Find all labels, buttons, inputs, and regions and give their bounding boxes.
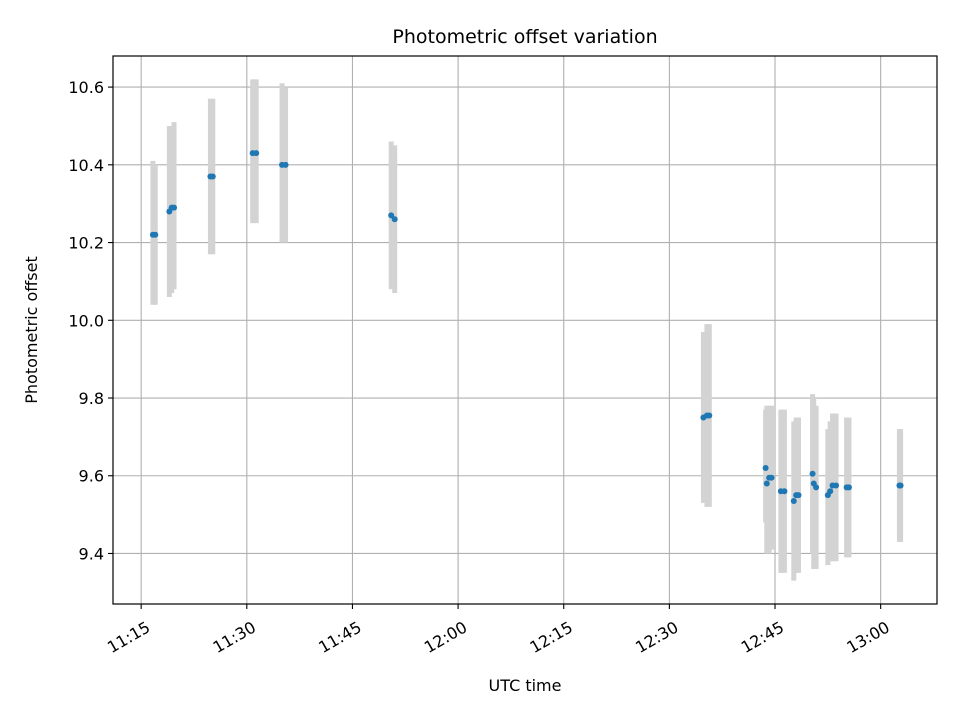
data-point xyxy=(790,498,797,505)
data-point xyxy=(391,216,398,223)
y-tick-label: 9.4 xyxy=(79,544,104,563)
data-point xyxy=(152,231,159,238)
y-tick-label: 10.2 xyxy=(68,234,104,253)
y-axis-label: Photometric offset xyxy=(22,256,41,404)
y-tick-label: 10.4 xyxy=(68,156,104,175)
data-point xyxy=(827,488,834,495)
y-tick-label: 10.6 xyxy=(68,78,104,97)
plot-frame xyxy=(112,55,938,605)
data-point xyxy=(795,492,802,499)
data-point xyxy=(781,488,788,495)
data-point xyxy=(171,204,178,211)
y-tick-label: 10.0 xyxy=(68,311,104,330)
chart-title: Photometric offset variation xyxy=(392,26,657,48)
data-point xyxy=(768,474,775,481)
data-points xyxy=(149,150,904,505)
x-axis-label: UTC time xyxy=(489,676,562,695)
data-point xyxy=(209,173,216,180)
data-point xyxy=(763,480,770,487)
y-axis-ticks: 9.4 9.6 9.8 10.0 10.2 10.4 10.6 xyxy=(68,78,113,563)
y-tick-label: 9.6 xyxy=(79,467,104,486)
data-point xyxy=(282,161,289,168)
data-point xyxy=(833,482,840,489)
y-tick-label: 9.8 xyxy=(79,389,104,408)
data-point xyxy=(388,212,395,219)
data-point xyxy=(813,484,820,491)
data-point xyxy=(809,470,816,477)
data-point xyxy=(897,482,904,489)
data-point xyxy=(253,150,260,157)
data-point xyxy=(762,464,769,471)
grid-lines xyxy=(113,56,937,604)
data-point xyxy=(845,484,852,491)
data-point xyxy=(706,412,713,419)
